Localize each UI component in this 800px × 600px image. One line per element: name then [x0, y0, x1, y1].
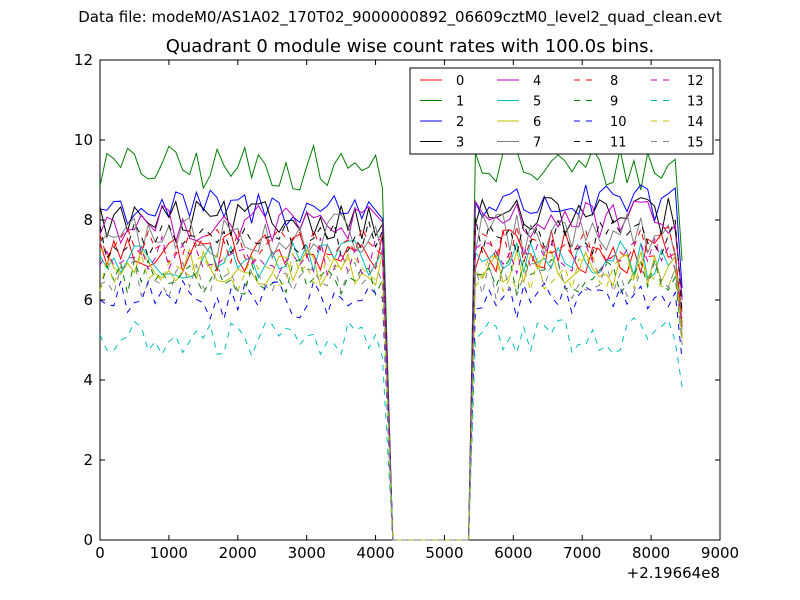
x-tick-label: 1000	[150, 544, 188, 562]
plot-title: Quadrant 0 module wise count rates with …	[165, 36, 655, 57]
series-line-2	[99, 184, 683, 541]
legend-label-11: 11	[610, 136, 627, 151]
x-tick-label: 2000	[219, 544, 257, 562]
series-line-15	[99, 259, 683, 541]
series-line-8	[99, 225, 683, 541]
series-line-10	[99, 279, 683, 541]
y-tick-label: 12	[74, 51, 93, 69]
series-lines	[99, 143, 683, 541]
legend-label-12: 12	[687, 74, 704, 89]
series-line-11	[99, 217, 683, 541]
y-tick-label: 10	[74, 131, 93, 149]
legend-label-4: 4	[533, 74, 541, 89]
legend-label-9: 9	[610, 95, 618, 110]
legend-label-8: 8	[610, 74, 618, 89]
legend-label-10: 10	[610, 115, 627, 130]
legend-label-15: 15	[687, 136, 704, 151]
x-tick-label: 3000	[288, 544, 326, 562]
x-tick-label: 6000	[494, 544, 532, 562]
legend-label-14: 14	[687, 115, 704, 130]
legend-box	[409, 67, 714, 155]
x-tick-label: 7000	[563, 544, 601, 562]
x-tick-label: 5000	[425, 544, 463, 562]
legend-label-2: 2	[456, 115, 464, 130]
series-line-9	[99, 257, 683, 541]
y-tick-label: 6	[83, 291, 93, 309]
legend-label-5: 5	[533, 95, 541, 110]
y-tick-label: 4	[83, 371, 93, 389]
legend-label-0: 0	[456, 74, 464, 89]
legend-label-3: 3	[456, 136, 464, 151]
series-line-14	[99, 251, 683, 541]
x-tick-label: 8000	[632, 544, 670, 562]
legend-label-6: 6	[533, 115, 541, 130]
x-offset-label: +2.19664e8	[627, 564, 720, 582]
y-tick-label: 2	[83, 451, 93, 469]
data-file-title: Data file: modeM0/AS1A02_170T02_90000008…	[78, 8, 722, 26]
x-tick-label: 4000	[356, 544, 394, 562]
y-tick-label: 0	[83, 531, 93, 549]
legend-label-1: 1	[456, 95, 464, 110]
y-tick-label: 8	[83, 211, 93, 229]
series-line-1	[99, 143, 683, 541]
x-tick-label: 0	[95, 544, 105, 562]
series-line-13	[99, 317, 683, 541]
legend-label-13: 13	[687, 95, 704, 110]
legend-label-7: 7	[533, 136, 541, 151]
series-line-4	[99, 199, 683, 541]
x-tick-label: 9000	[701, 544, 739, 562]
